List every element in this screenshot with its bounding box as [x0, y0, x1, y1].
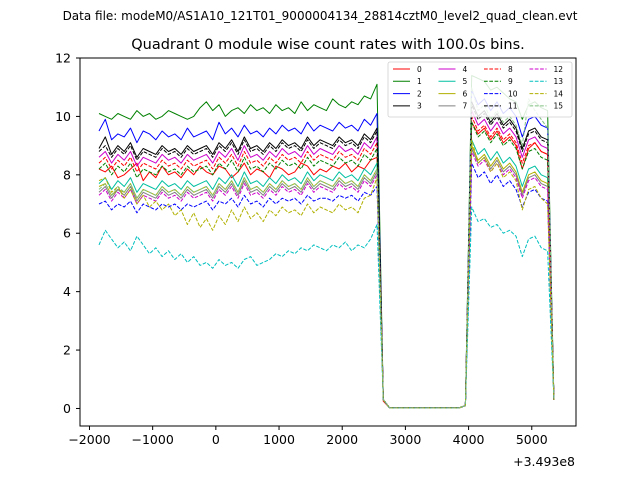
- series-line-7: [98, 148, 555, 409]
- y-tick-label: 4: [63, 284, 71, 299]
- y-tick-label: 8: [63, 167, 71, 182]
- legend-box: [387, 61, 573, 118]
- legend-label-11: 11: [508, 102, 518, 111]
- suptitle: Data file: modeM0/AS1A10_121T01_90000041…: [63, 9, 578, 23]
- chart-title: Quadrant 0 module wise count rates with …: [131, 37, 525, 53]
- plot-lines: [98, 75, 555, 409]
- x-tick-label: 0: [212, 432, 220, 447]
- legend-label-9: 9: [508, 77, 513, 86]
- legend-label-5: 5: [463, 77, 468, 86]
- x-tick-label: 2000: [326, 432, 358, 447]
- plot-frame: [79, 57, 577, 427]
- x-tick-label: −2000: [68, 432, 110, 447]
- legend-label-0: 0: [417, 65, 422, 74]
- series-line-8: [98, 115, 555, 409]
- y-tick-label: 10: [55, 109, 71, 124]
- series-line-4: [98, 110, 555, 409]
- y-tick-label: 0: [63, 401, 71, 416]
- x-tick-label: −1000: [132, 432, 174, 447]
- legend-label-8: 8: [508, 65, 513, 74]
- series-line-12: [98, 151, 555, 409]
- x-axis: −2000 −1000 0 1000 2000 3000 4000 5000: [68, 426, 548, 447]
- legend-label-4: 4: [463, 65, 468, 74]
- y-tick-label: 2: [63, 343, 71, 358]
- series-line-3: [98, 101, 555, 409]
- legend-label-14: 14: [554, 89, 564, 98]
- legend-label-2: 2: [417, 89, 422, 98]
- legend-label-1: 1: [417, 77, 422, 86]
- series-line-13: [98, 206, 555, 409]
- legend-label-3: 3: [417, 102, 422, 111]
- legend-label-6: 6: [463, 89, 468, 98]
- legend-label-12: 12: [554, 65, 564, 74]
- series-line-0: [98, 121, 555, 409]
- y-tick-label: 12: [55, 51, 71, 66]
- series-line-11: [98, 104, 555, 409]
- legend-label-15: 15: [554, 102, 564, 111]
- x-tick-label: 5000: [516, 432, 548, 447]
- series-line-10: [98, 162, 555, 409]
- x-tick-label: 4000: [453, 432, 485, 447]
- y-axis: 0 2 4 6 8 10 12: [55, 51, 80, 416]
- series-line-14: [98, 139, 555, 409]
- legend-label-7: 7: [463, 102, 468, 111]
- y-tick-label: 6: [63, 226, 71, 241]
- series-line-1: [98, 75, 555, 409]
- legend-label-10: 10: [508, 89, 518, 98]
- x-offset-label: +3.493e8: [513, 454, 575, 469]
- legend-label-13: 13: [554, 77, 564, 86]
- series-line-2: [98, 89, 555, 409]
- series-line-5: [98, 139, 555, 409]
- x-tick-label: 3000: [389, 432, 421, 447]
- x-tick-label: 1000: [263, 432, 295, 447]
- series-line-9: [98, 121, 555, 409]
